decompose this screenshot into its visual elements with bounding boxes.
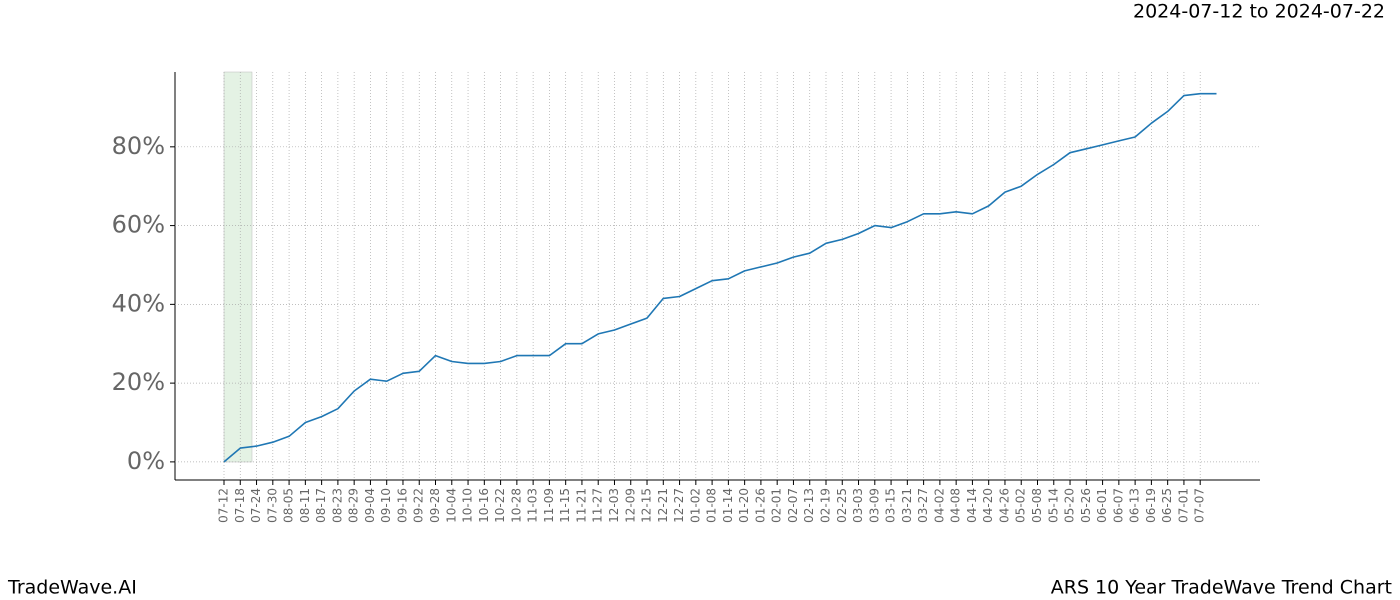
x-tick-label: 04-08 [949, 488, 963, 523]
x-tick-label: 01-08 [705, 488, 719, 523]
y-tick-label: 20% [112, 368, 165, 396]
x-tick-label: 09-04 [363, 488, 377, 523]
x-tick-label: 01-26 [753, 488, 767, 523]
trend-line [223, 92, 1217, 463]
x-tick-label: 03-21 [900, 488, 914, 523]
x-tick-label: 02-07 [786, 488, 800, 523]
x-tick-label: 11-21 [574, 488, 588, 523]
x-tick-label: 07-24 [249, 488, 263, 523]
chart-title: ARS 10 Year TradeWave Trend Chart [1051, 577, 1392, 599]
x-tick-label: 06-19 [1144, 488, 1158, 523]
x-tick-label: 10-22 [493, 488, 507, 523]
x-tick-label: 07-01 [1176, 488, 1190, 523]
x-tick-label: 05-02 [1014, 488, 1028, 523]
x-tick-label: 04-20 [981, 488, 995, 523]
x-tick-label: 10-10 [461, 488, 475, 523]
highlight-range [223, 71, 253, 463]
x-tick-label: 06-25 [1160, 488, 1174, 523]
x-tick-label: 05-14 [1046, 488, 1060, 523]
y-tick-label: 80% [112, 132, 165, 160]
x-tick-label: 01-20 [737, 488, 751, 523]
x-tick-label: 05-20 [1063, 488, 1077, 523]
x-tick-label: 11-03 [526, 488, 540, 523]
x-tick-label: 08-17 [314, 488, 328, 523]
x-tick-label: 11-27 [591, 488, 605, 523]
x-tick-label: 02-13 [802, 488, 816, 523]
x-tick-label: 07-18 [233, 488, 247, 523]
x-tick-label: 10-28 [509, 488, 523, 523]
x-tick-label: 10-04 [444, 488, 458, 523]
y-tick-label: 40% [112, 289, 165, 317]
chart-subtitle: 2024-07-12 to 2024-07-22 [1133, 1, 1385, 23]
x-tick-label: 09-10 [379, 488, 393, 523]
x-tick-label: 12-09 [623, 488, 637, 523]
x-tick-label: 12-27 [672, 488, 686, 523]
x-tick-label: 09-28 [428, 488, 442, 523]
x-tick-label: 09-22 [412, 488, 426, 523]
x-tick-label: 10-16 [477, 488, 491, 523]
x-tick-label: 08-23 [330, 488, 344, 523]
x-tick-label: 04-26 [997, 488, 1011, 523]
x-tick-label: 11-09 [542, 488, 556, 523]
x-tick-label: 04-14 [965, 488, 979, 523]
watermark: TradeWave.AI [7, 577, 137, 599]
x-tick-label: 12-15 [640, 488, 654, 523]
x-tick-label: 12-21 [656, 488, 670, 523]
x-tick-label: 08-05 [282, 488, 296, 523]
x-tick-label: 06-13 [1128, 488, 1142, 523]
x-tick-label: 07-12 [217, 488, 231, 523]
y-tick-label: 60% [112, 211, 165, 239]
x-tick-label: 07-07 [1193, 488, 1207, 523]
x-tick-label: 05-26 [1079, 488, 1093, 523]
y-tick-label: 0% [127, 447, 165, 475]
x-tick-label: 03-27 [916, 488, 930, 523]
x-tick-label: 08-29 [347, 488, 361, 523]
x-tick-label: 05-08 [1030, 488, 1044, 523]
x-tick-label: 04-02 [932, 488, 946, 523]
x-tick-label: 06-07 [1111, 488, 1125, 523]
x-tick-label: 01-02 [688, 488, 702, 523]
x-tick-label: 02-01 [770, 488, 784, 523]
x-tick-label: 09-16 [395, 488, 409, 523]
x-tick-label: 03-03 [851, 488, 865, 523]
x-tick-label: 12-03 [607, 488, 621, 523]
x-tick-label: 11-15 [558, 488, 572, 523]
x-tick-label: 02-25 [835, 488, 849, 523]
x-tick-label: 03-15 [884, 488, 898, 523]
x-tick-label: 07-30 [265, 488, 279, 523]
x-tick-label: 01-14 [721, 488, 735, 523]
x-tick-label: 02-19 [818, 488, 832, 523]
x-tick-label: 06-01 [1095, 488, 1109, 523]
x-tick-label: 03-09 [867, 488, 881, 523]
x-tick-label: 08-11 [298, 488, 312, 523]
